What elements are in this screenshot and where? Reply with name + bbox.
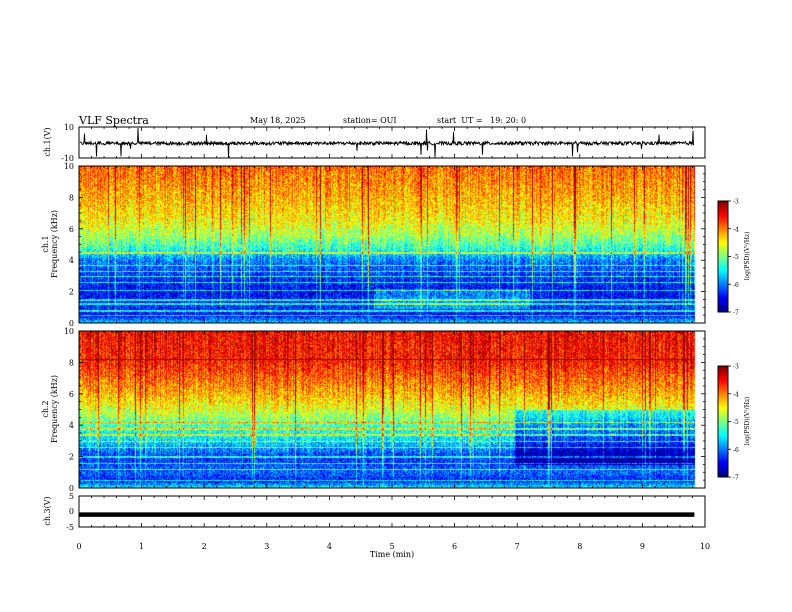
y-tick-label: 10 [64,162,74,171]
waveform-ch1-panel: 10 -10 ch.1(V) [43,123,706,163]
ch3-ytick-top: 5 [69,492,74,501]
ch3-ylabel: ch.3(V) [43,496,52,525]
colorbar-ch1-label: log(PSD)(V²/Hz) [744,232,751,281]
x-tick-label: 1 [139,542,144,551]
spectrogram-ch2-image [79,331,705,488]
station-label: station= OUI [343,116,397,125]
spectrogram-ch1-panel: 0 2 4 6 8 10 ch.1 Frequency (kHz) [41,162,706,328]
x-tick-label: 10 [700,542,710,551]
y-tick-label: 6 [69,225,74,234]
ch2-spec-ylabel-ch: ch.2 [41,400,50,417]
colorbar-tick-label: -5 [733,419,739,426]
ch1-ytick-top: 10 [64,123,74,132]
colorbar-tick-label: -3 [733,364,739,371]
y-tick-label: 2 [69,453,74,462]
spectrogram-ch1-image [79,166,705,323]
spectrogram-ch1-yticks: 0 2 4 6 8 10 [64,162,705,328]
waveform-ch1-trace [79,127,695,158]
y-tick-label: 4 [69,421,74,430]
y-tick-label: 8 [69,358,74,367]
colorbar-tick-label: -5 [733,254,739,261]
x-tick-label: 6 [452,542,457,551]
x-tick-label: 8 [577,542,582,551]
colorbar-ch2-gradient [718,366,728,477]
colorbar-tick-label: -3 [733,199,739,206]
colorbar-ch1-ticks: -3 -4 -5 -6 -7 [728,199,739,317]
figure-title: VLF Spectra [78,114,149,127]
x-tick-label: 7 [515,542,520,551]
colorbar-ch2-ticks: -3 -4 -5 -6 -7 [728,364,739,482]
x-tick-label: 9 [640,542,645,551]
waveform-ch1-ticks [78,127,706,158]
y-tick-label: 2 [69,288,74,297]
colorbar-ch1: -3 -4 -5 -6 -7 log(PSD)(V²/Hz) [717,199,751,317]
waveform-ch3-ticks [78,496,706,527]
x-tick-label: 5 [389,542,394,551]
colorbar-tick-label: -6 [733,447,739,454]
colorbar-tick-label: -6 [733,282,739,289]
y-tick-label: 10 [64,327,74,336]
colorbar-tick-label: -7 [733,475,739,482]
colorbar-ch1-gradient [718,201,728,312]
colorbar-tick-label: -4 [733,226,739,233]
y-tick-label: 8 [69,193,74,202]
spectrogram-ch2-ticks [78,331,706,488]
y-tick-label: 0 [69,484,74,493]
x-tick-label: 2 [202,542,207,551]
x-tick-label: 4 [327,542,332,551]
x-tick-label: 0 [76,542,81,551]
ch1-spec-ylabel-ch: ch.1 [41,235,50,252]
ch1-ytick-bottom: -10 [61,154,74,163]
waveform-ch3-panel: 5 0 -5 ch.3(V) [43,492,706,532]
spectrogram-ch2-yticks: 0 2 4 6 8 10 [64,327,705,493]
ch3-ytick-bottom: -5 [66,523,74,532]
ch1-spec-ylabel-freq: Frequency (kHz) [50,210,59,278]
spectrogram-ch2-panel: 0 2 4 6 8 10 ch.2 Frequency (kHz) [41,327,706,493]
start-time-label: start UT = 19: 20: 0 [437,116,526,125]
x-tick-label: 3 [264,542,269,551]
ch3-ytick-mid: 0 [69,507,74,516]
colorbar-tick-label: -4 [733,391,739,398]
date-label: May 18, 2025 [250,116,306,125]
colorbar-tick-label: -7 [733,310,739,317]
colorbar-ch2-label: log(PSD)(V²/Hz) [744,397,751,446]
x-axis-label: Time (min) [370,550,414,559]
ch2-spec-ylabel-freq: Frequency (kHz) [50,375,59,443]
y-tick-label: 0 [69,319,74,328]
x-axis-tick-labels: 0 1 2 3 4 5 6 7 8 9 10 [76,542,710,551]
spectrogram-ch1-ticks [78,166,706,323]
y-tick-label: 6 [69,390,74,399]
y-tick-label: 4 [69,256,74,265]
waveform-ch3-frame [78,495,706,528]
colorbar-ch2: -3 -4 -5 -6 -7 log(PSD)(V²/Hz) [717,364,751,482]
ch1-ylabel: ch.1(V) [43,127,52,156]
